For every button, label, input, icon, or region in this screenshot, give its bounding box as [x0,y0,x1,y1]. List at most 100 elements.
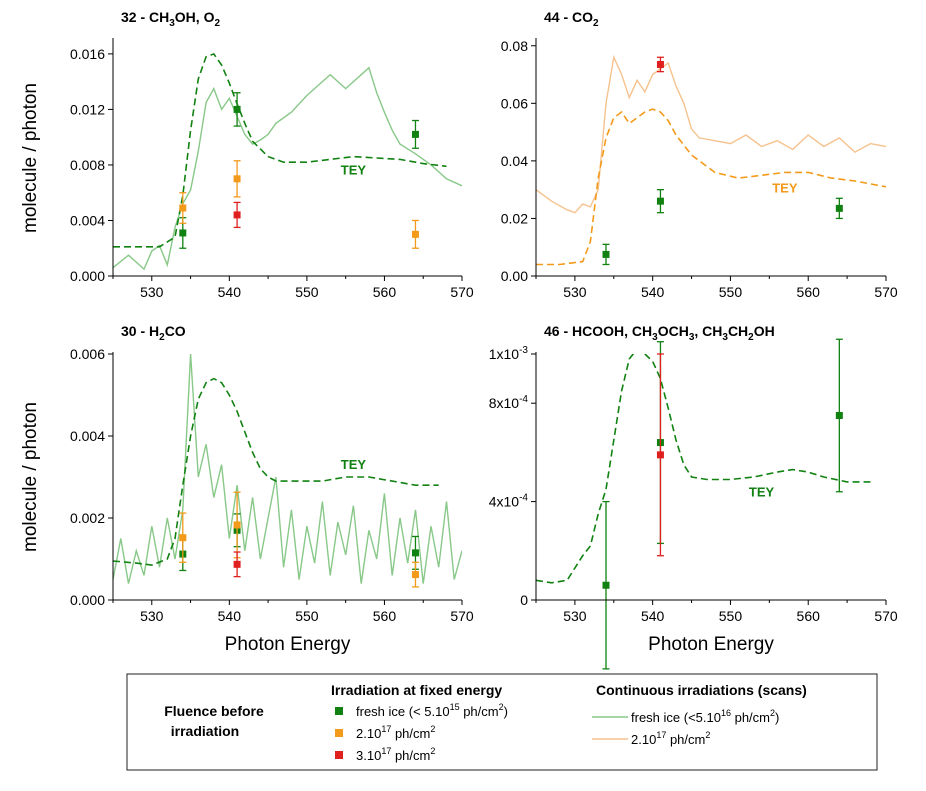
y-tick-label: 0 [520,592,528,608]
x-tick-label: 560 [373,284,397,300]
data-point-p46-2 [835,338,843,493]
y-tick-label: 0.00 [501,268,528,284]
point-marker [233,105,241,113]
x-tick-label: 570 [874,284,898,300]
tey-label-p44: TEY [772,181,798,196]
panel-title-p44: 44 - CO2 [544,9,599,29]
y-tick-label: 0.06 [501,95,528,111]
data-point-p30-5 [411,561,419,588]
y-tick-label: 0.012 [70,101,105,117]
x-tick-label: 570 [450,284,474,300]
data-point-p44-2 [835,197,843,220]
panel-p46: TEY 530 540 550 560 570 0 4x10-4 8x10-4 1x10-3 46 … [489,323,898,670]
data-point-p44-1 [656,189,664,214]
x-tick-label: 550 [719,284,743,300]
x-tick-label: 560 [797,608,821,624]
y-tick-label: 0.008 [70,157,105,173]
data-point-p32-6 [233,201,241,229]
x-tick-label: 540 [218,284,242,300]
legend-frame [126,673,878,771]
legend-fixed-label-2: 3.1017 ph/cm2 [356,746,435,763]
x-tick-label: 560 [373,608,397,624]
y-tick-label: 0.04 [501,153,528,169]
data-point-p32-1 [233,92,241,127]
point-marker [411,549,419,557]
y-tick-label: 0.000 [70,592,105,608]
y-tick-label: 1x10-3 [489,345,529,362]
point-marker [179,229,187,237]
point-marker [411,230,419,238]
tey-line-p32 [113,52,447,248]
data-point-p32-4 [233,160,241,198]
y-tick-label: 0.002 [70,510,105,526]
tey-label-p46: TEY [749,485,775,500]
point-marker [602,250,610,258]
y-tick-label: 0.004 [70,212,105,228]
point-marker [233,560,241,568]
x-tick-label: 530 [563,608,587,624]
x-tick-label: 540 [641,608,665,624]
point-marker [656,451,664,459]
point-marker [656,60,664,68]
data-point-p32-2 [411,119,419,149]
point-marker [656,197,664,205]
point-marker [602,581,610,589]
point-marker [233,211,241,219]
point-marker [179,534,187,542]
y-tick-label: 0.02 [501,210,528,226]
y-axis-label-p30: molecule / photon [20,402,41,552]
data-point-p44-0 [602,243,610,266]
point-marker [233,521,241,529]
panel-title-p46: 46 - HCOOH, CH3OCH3, CH3CH2OH [544,323,775,343]
scan-line-p44-0 [536,54,886,214]
data-point-p44-3 [656,56,664,73]
data-point-p46-3 [656,353,664,557]
legend-cont-label-0: fresh ice (<5.1016 ph/cm2) [631,708,779,725]
panel-p32: TEY 530 540 550 560 570 0.000 0.004 0.008 0.012 0.… [20,9,474,300]
tey-line-p44 [536,108,886,266]
data-point-p32-3 [179,192,187,224]
tey-line-p46 [536,354,871,584]
data-point-p32-5 [411,219,419,249]
point-marker [411,130,419,138]
legend-fixed-marker-1 [335,729,343,737]
point-marker [835,412,843,419]
x-tick-label: 540 [641,284,665,300]
tey-line-p30 [113,377,439,566]
legend-cont-label-1: 2.1017 ph/cm2 [631,730,710,747]
y-tick-label: 0.004 [70,428,105,444]
y-tick-label: 4x10-4 [489,493,529,510]
point-marker [835,204,843,212]
x-tick-label: 540 [218,608,242,624]
scan-line-p32-0 [113,66,462,271]
legend-fluence-title-2: irradiation [171,723,239,739]
tey-label-p32: TEY [341,163,367,178]
x-tick-label: 530 [563,284,587,300]
x-tick-label: 530 [140,284,164,300]
x-tick-label: 550 [295,284,319,300]
legend-fluence-title-1: Fluence before [164,703,264,719]
legend-continuous-title: Continuous irradiations (scans) [596,682,807,698]
legend-fixed-title: Irradiation at fixed energy [331,682,502,698]
panel-p44: TEY 530 540 550 560 570 0.00 0.02 0.04 0.06 0.08 44… [501,9,898,300]
point-marker [233,175,241,183]
x-tick-label: 560 [797,284,821,300]
panel-title-p30: 30 - H2CO [121,323,186,343]
x-axis-label-p46: Photon Energy [648,634,774,655]
y-axis-label-p32: molecule / photon [20,83,41,233]
legend-fixed-label-1: 2.1017 ph/cm2 [356,724,435,741]
legend-fixed-label-0: fresh ice (< 5.1015 ph/cm2) [356,702,508,719]
data-point-p46-0 [602,500,610,670]
scan-line-p30-0 [113,354,462,584]
data-point-p30-6 [233,551,241,578]
legend-fixed-marker-0 [335,707,343,715]
x-tick-label: 550 [295,608,319,624]
y-tick-label: 0.000 [70,268,105,284]
x-tick-label: 570 [874,608,898,624]
x-tick-label: 550 [719,608,743,624]
point-marker [179,204,187,212]
legend: Fluence before irradiation Irradiation a… [126,673,878,771]
point-marker [411,571,419,579]
data-point-p30-3 [179,512,187,563]
